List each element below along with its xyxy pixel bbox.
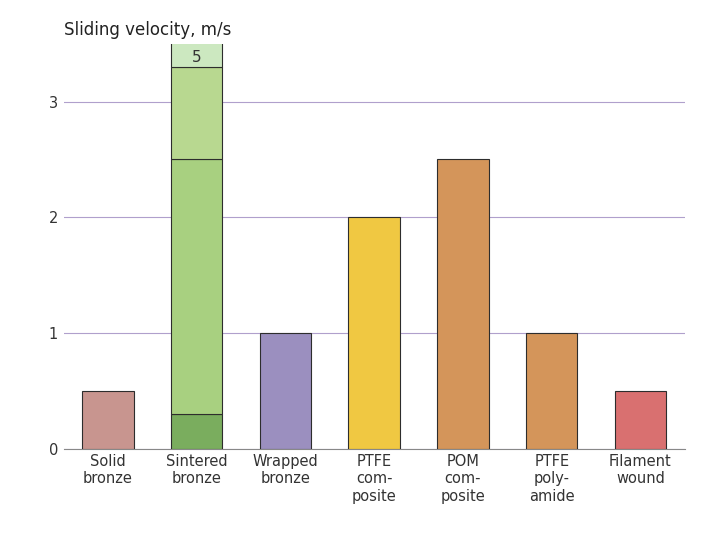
Bar <box>349 217 400 449</box>
Text: 5: 5 <box>192 50 201 65</box>
Bar <box>171 0 222 67</box>
Bar <box>260 333 311 449</box>
Bar <box>82 391 133 449</box>
Bar <box>526 333 578 449</box>
Bar <box>437 159 489 449</box>
Bar <box>171 67 222 159</box>
Text: Sliding velocity, m/s: Sliding velocity, m/s <box>64 21 231 39</box>
Bar <box>171 159 222 414</box>
Bar <box>171 414 222 449</box>
Bar <box>615 391 666 449</box>
